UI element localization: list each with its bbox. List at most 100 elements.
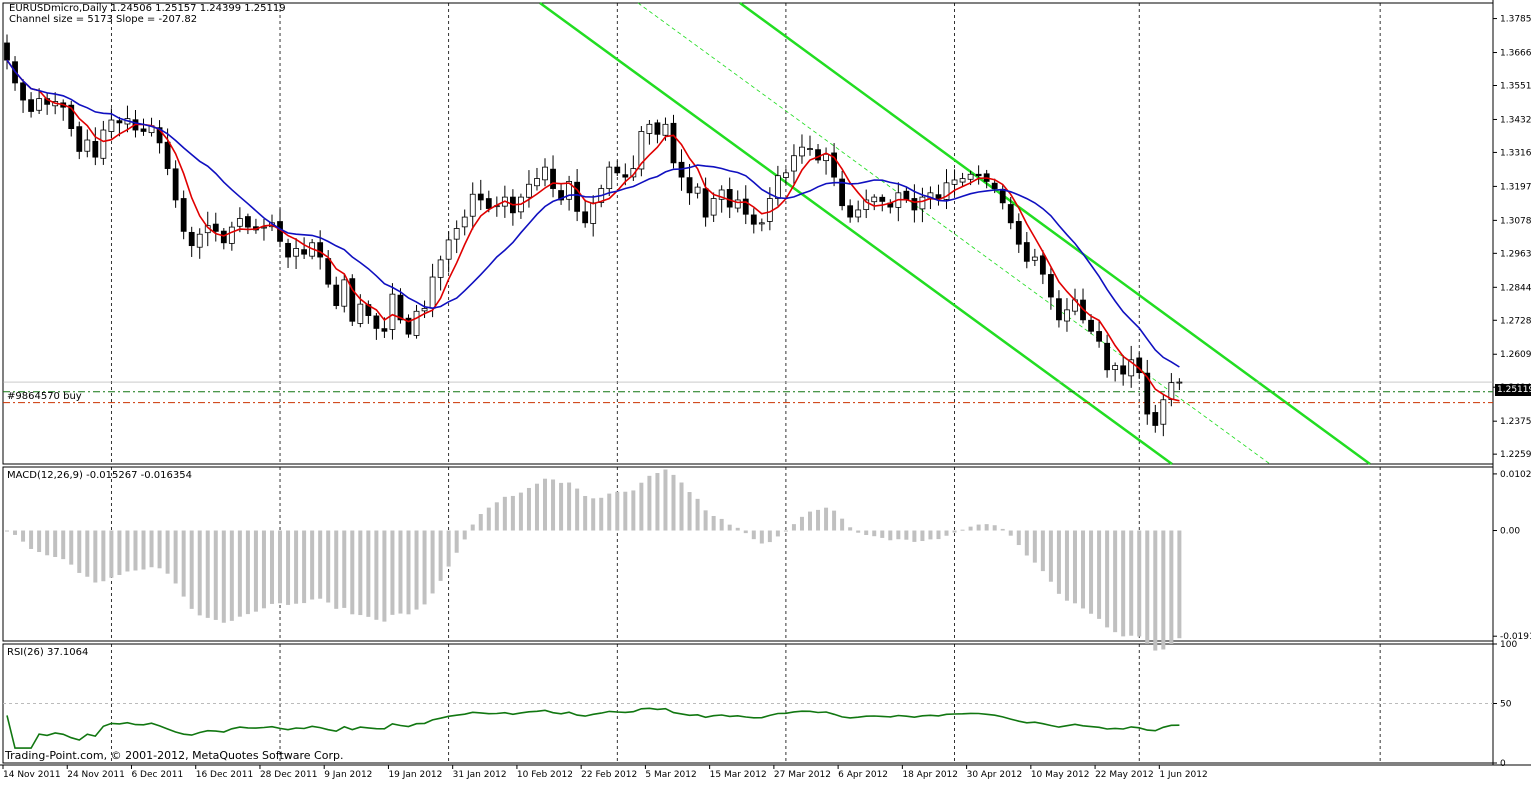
macd-bar	[759, 530, 764, 544]
candle-body	[630, 168, 637, 178]
macd-bar	[286, 530, 291, 605]
macd-bar	[1008, 530, 1013, 536]
candles	[4, 34, 1183, 437]
macd-y-tick-label: 0.01025	[1500, 470, 1531, 480]
macd-bar	[125, 530, 130, 572]
candle-body	[461, 216, 468, 228]
candle-body	[196, 233, 203, 248]
candle-body	[301, 249, 308, 255]
macd-bar	[197, 530, 202, 616]
macd-bar	[342, 530, 347, 608]
macd-bar	[61, 530, 66, 560]
macd-bar	[888, 530, 893, 541]
x-tick-label: 15 Mar 2012	[710, 770, 767, 780]
candle-body	[783, 172, 789, 178]
candle-body	[325, 258, 332, 285]
macd-bar	[470, 524, 475, 531]
candle-body	[180, 198, 187, 232]
macd-bar	[896, 530, 901, 540]
macd-bar	[510, 495, 515, 531]
macd-bar	[454, 530, 459, 553]
macd-bar	[824, 507, 829, 531]
macd-bar	[1000, 528, 1005, 531]
macd-bar	[663, 469, 668, 531]
macd-bar	[647, 475, 652, 531]
candle-body	[373, 315, 380, 329]
candle-body	[188, 231, 195, 247]
y-tick-label: 1.36665	[1500, 49, 1531, 59]
candle-body	[156, 127, 163, 144]
y-tick-label: 1.28440	[1500, 283, 1531, 293]
y-tick-label: 1.34320	[1500, 115, 1531, 125]
macd-bar	[575, 488, 580, 531]
copyright-text: Trading-Point.com, © 2001-2012, MetaQuot…	[5, 749, 344, 762]
macd-bar	[1056, 530, 1061, 594]
x-tick-label: 24 Nov 2011	[67, 770, 125, 780]
channel-middle-line	[637, 2, 1271, 465]
macd-bar	[928, 530, 933, 540]
macd-bar	[534, 483, 539, 531]
candle-body	[855, 209, 862, 218]
macd-bar	[157, 530, 162, 569]
macd-bar	[350, 530, 355, 615]
macd-y-tick-label: -0.01913	[1500, 632, 1531, 642]
candle-body	[469, 193, 476, 217]
candle-body	[1096, 331, 1102, 342]
candle-body	[670, 122, 677, 164]
macd-bar	[751, 530, 756, 540]
candle-body	[614, 166, 621, 174]
candle-body	[381, 328, 388, 332]
macd-bar	[53, 530, 58, 557]
macd-bar	[253, 530, 258, 612]
candle-body	[220, 230, 227, 244]
x-tick-label: 1 Jun 2012	[1159, 770, 1207, 780]
candle-body	[1104, 342, 1111, 371]
candle-body	[453, 228, 460, 240]
macd-bar	[1048, 530, 1053, 582]
macd-bar	[952, 530, 957, 533]
candle-body	[654, 122, 661, 135]
macd-bar	[864, 530, 869, 536]
candle-body	[550, 168, 556, 189]
macd-bar	[799, 516, 804, 531]
macd-bar	[85, 530, 90, 577]
macd-bar	[1145, 530, 1150, 644]
macd-bar	[406, 530, 411, 615]
candle-body	[847, 205, 854, 218]
candle-body	[68, 104, 75, 129]
candle-body	[791, 155, 797, 172]
candle-body	[1039, 255, 1046, 275]
macd-bar	[631, 490, 636, 531]
candle-body	[1088, 319, 1094, 332]
candle-body	[1007, 204, 1014, 224]
y-tick-label: 1.23750	[1500, 417, 1531, 427]
macd-bar	[703, 510, 708, 531]
macd-bar	[1129, 530, 1134, 636]
candle-body	[485, 198, 492, 209]
candle-body	[421, 308, 428, 312]
candle-body	[1015, 221, 1022, 245]
candle-body	[389, 293, 396, 330]
macd-bar	[880, 530, 885, 538]
candle-body	[991, 182, 998, 189]
x-tick-label: 10 Feb 2012	[517, 770, 573, 780]
y-tick-label: 1.22595	[1500, 450, 1531, 460]
macd-bar	[607, 493, 612, 531]
candle-body	[718, 189, 725, 200]
macd-bar	[848, 527, 853, 531]
macd-bar	[968, 526, 973, 531]
candle-body	[710, 198, 717, 216]
macd-bar	[269, 530, 274, 604]
candle-body	[534, 178, 540, 187]
macd-label: MACD(12,26,9) -0.015267 -0.016354	[7, 470, 192, 481]
candle-body	[413, 310, 420, 336]
candle-body	[1048, 274, 1054, 298]
rsi-label: RSI(26) 37.1064	[7, 647, 89, 658]
macd-panel-frame	[2, 466, 1494, 642]
candle-body	[1144, 372, 1151, 415]
candle-body	[558, 190, 564, 201]
macd-bar	[1072, 530, 1077, 604]
macd-bar	[141, 530, 146, 570]
